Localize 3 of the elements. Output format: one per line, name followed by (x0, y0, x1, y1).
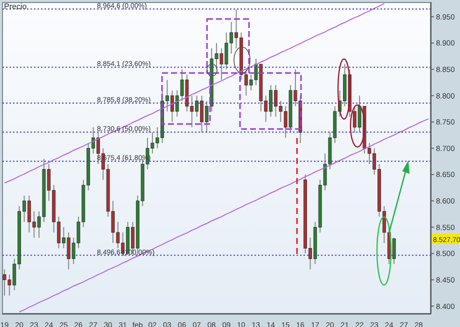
line-series (18, 118, 430, 312)
chart-title: Precio (4, 2, 27, 11)
line-series (4, 3, 385, 184)
